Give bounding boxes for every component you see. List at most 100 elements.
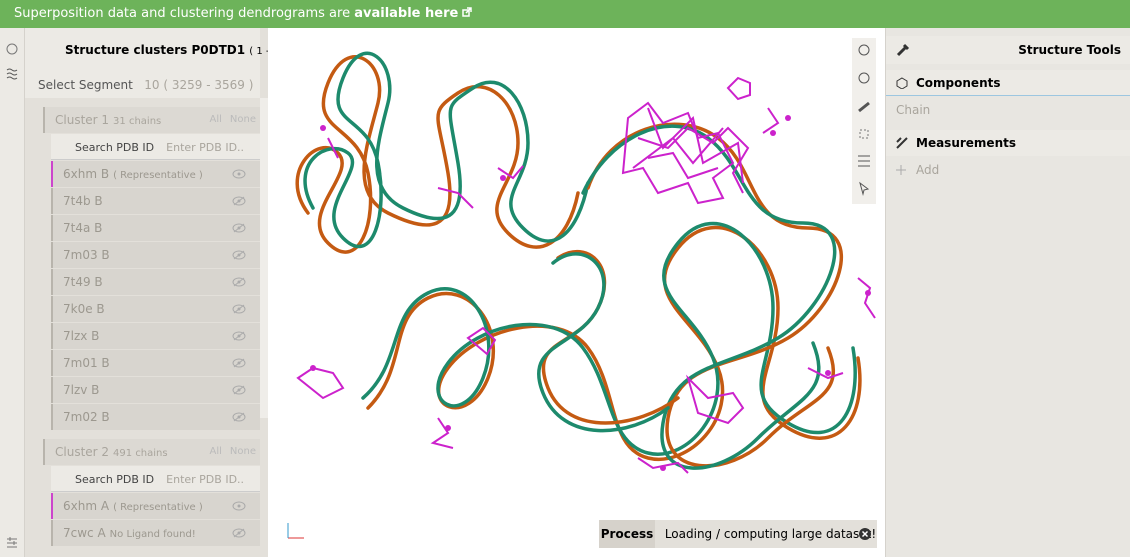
- atoms: [310, 115, 871, 471]
- chain-note: ( Representative ): [113, 170, 203, 181]
- banner-link[interactable]: available here: [354, 6, 459, 21]
- status-bar: Process Loading / computing large datase…: [599, 520, 877, 548]
- chain-row[interactable]: 7t4a B: [51, 215, 260, 241]
- chain-note: ( Representative ): [113, 502, 203, 513]
- toolbar-bg: [852, 38, 876, 204]
- chain-row[interactable]: 7m03 B: [51, 242, 260, 268]
- chain-row[interactable]: 6xhm A( Representative ): [51, 493, 260, 519]
- chain-row[interactable]: 7lzx B: [51, 323, 260, 349]
- search-row: Search PDB ID Enter PDB ID..: [51, 134, 260, 160]
- measurements-title: Measurements: [916, 136, 1016, 150]
- cluster-count: 31 chains: [113, 116, 162, 127]
- backbone: [295, 51, 862, 470]
- visibility-toggle[interactable]: [232, 196, 246, 206]
- visibility-toggle[interactable]: [232, 250, 246, 260]
- chain-id: 7cwc A: [63, 526, 106, 540]
- expand-button[interactable]: [859, 129, 869, 139]
- visibility-toggle[interactable]: [232, 331, 246, 341]
- select-all[interactable]: All: [209, 114, 222, 125]
- molecule-viewer[interactable]: [268, 28, 885, 557]
- select-all[interactable]: All: [209, 446, 222, 457]
- search-label: Search PDB ID: [75, 473, 155, 486]
- visibility-toggle[interactable]: [232, 277, 246, 287]
- search-input[interactable]: Enter PDB ID..: [166, 473, 245, 486]
- chain-id: 7m03 B: [63, 248, 110, 262]
- chain-row[interactable]: 7cwc A No Ligand found!: [51, 520, 260, 546]
- strip-icons: [6, 43, 18, 548]
- link-icon: [462, 7, 473, 17]
- chain-row[interactable]: Chain: [886, 98, 1130, 122]
- panel-range: ( 1 - 7096 ): [249, 46, 268, 57]
- cluster-name: Cluster 2: [55, 445, 110, 459]
- search-input[interactable]: Enter PDB ID..: [166, 141, 245, 154]
- cluster-count: 491 chains: [113, 448, 168, 459]
- icon-strip: [0, 28, 25, 557]
- select-button[interactable]: [859, 181, 870, 196]
- visibility-toggle[interactable]: [232, 412, 246, 422]
- cluster-controls: All None: [210, 107, 257, 133]
- chain-id: 7t4a B: [63, 221, 103, 235]
- tools-header: Structure Tools: [886, 36, 1130, 64]
- help-icon[interactable]: [6, 43, 18, 55]
- banner-text: Superposition data and clustering dendro…: [14, 6, 351, 21]
- add-label: Add: [916, 163, 940, 177]
- segment-value: 10 ( 3259 - 3569 ): [144, 78, 254, 92]
- tools-button[interactable]: [858, 101, 870, 113]
- chain-id: 7m01 B: [63, 356, 110, 370]
- chain-row[interactable]: 7k0e B: [51, 296, 260, 322]
- segment-row[interactable]: Select Segment 10 ( 3259 - 3569 ): [25, 66, 260, 98]
- select-none[interactable]: None: [229, 446, 256, 457]
- chain-id: 6xhm B: [63, 167, 110, 181]
- visibility-toggle[interactable]: [232, 528, 246, 538]
- chain-row[interactable]: 7m01 B: [51, 350, 260, 376]
- chain-id: 7lzx B: [63, 329, 100, 343]
- cluster-controls: All None: [210, 439, 257, 465]
- cluster-header[interactable]: Cluster 1 31 chains All None: [43, 107, 260, 133]
- visibility-toggle[interactable]: [232, 169, 246, 179]
- measurements-header[interactable]: Measurements: [886, 130, 1130, 156]
- settings-button[interactable]: [858, 155, 870, 167]
- search-label: Search PDB ID: [75, 141, 155, 154]
- chain-note: No Ligand found!: [109, 529, 196, 540]
- chain-row[interactable]: 7t4b B: [51, 188, 260, 214]
- segment-label: Select Segment: [38, 78, 133, 92]
- cluster-header[interactable]: Cluster 2 491 chains All None: [43, 439, 260, 465]
- visibility-toggle[interactable]: [232, 501, 246, 511]
- add-row[interactable]: Add: [886, 158, 1130, 182]
- cluster-name: Cluster 1: [55, 113, 110, 127]
- select-none[interactable]: None: [229, 114, 256, 125]
- visibility-toggle[interactable]: [232, 358, 246, 368]
- right-panel: Structure Tools Components Chain Measure…: [885, 28, 1130, 557]
- panel-title: Structure clusters P0DTD1: [65, 43, 246, 57]
- banner: Superposition data and clustering dendro…: [0, 0, 1130, 28]
- left-panel: Structure clusters P0DTD1 ( 1 - 7096 ) S…: [25, 28, 268, 557]
- snapshot-button[interactable]: [858, 72, 870, 84]
- chain-label: Chain: [896, 103, 931, 117]
- settings-icon[interactable]: [7, 537, 17, 548]
- chain-id: 7t49 B: [63, 275, 103, 289]
- components-header[interactable]: Components: [886, 70, 1130, 96]
- reset-button[interactable]: [858, 44, 870, 56]
- visibility-toggle[interactable]: [232, 385, 246, 395]
- chain-row[interactable]: 7lzv B: [51, 377, 260, 403]
- chain-row[interactable]: 7m02 B: [51, 404, 260, 430]
- visibility-toggle[interactable]: [232, 304, 246, 314]
- search-row: Search PDB ID Enter PDB ID..: [51, 466, 260, 492]
- chain-row[interactable]: 7t49 B: [51, 269, 260, 295]
- chain-id: 7lzv B: [63, 383, 100, 397]
- components-title: Components: [916, 76, 1001, 90]
- chain-row[interactable]: 6xhm B( Representative ): [51, 161, 260, 187]
- chain-id: 7k0e B: [63, 302, 105, 316]
- status-message: Loading / computing large dataset!: [664, 527, 877, 541]
- chain-id: 6xhm A: [63, 499, 110, 513]
- chain-id: 7t4b B: [63, 194, 103, 208]
- viewer-toolbar: [852, 38, 876, 204]
- scrollbar[interactable]: [260, 98, 268, 418]
- chain-id: 7m02 B: [63, 410, 110, 424]
- sequence-icon[interactable]: [6, 68, 18, 80]
- close-status[interactable]: [859, 528, 871, 540]
- tools-title: Structure Tools: [1018, 43, 1121, 57]
- status-label: Process: [599, 520, 655, 548]
- visibility-toggle[interactable]: [232, 223, 246, 233]
